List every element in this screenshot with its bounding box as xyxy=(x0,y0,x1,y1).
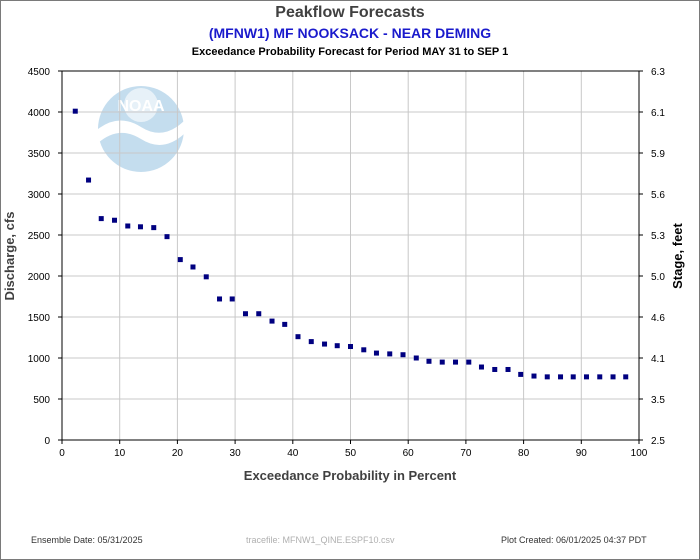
y2-tick-label: 6.3 xyxy=(651,67,665,78)
y2-axis-label: Stage, feet xyxy=(670,222,685,288)
x-tick-label: 60 xyxy=(403,448,415,459)
y-tick-label: 4500 xyxy=(28,67,51,78)
y2-tick-label: 3.5 xyxy=(651,395,665,406)
ensemble-date: Ensemble Date: 05/31/2025 xyxy=(31,535,143,545)
data-point xyxy=(544,374,550,380)
data-points xyxy=(72,108,629,380)
data-point xyxy=(98,216,104,222)
x-tick-label: 0 xyxy=(59,448,65,459)
data-point xyxy=(453,359,459,365)
grid-lines xyxy=(62,71,639,440)
chart-title: Peakflow Forecasts xyxy=(275,4,425,21)
chart-period-subtitle: Exceedance Probability Forecast for Peri… xyxy=(191,46,509,58)
y-tick-label: 500 xyxy=(33,395,50,406)
data-point xyxy=(282,321,288,327)
x-tick-label: 20 xyxy=(172,448,184,459)
data-point xyxy=(308,339,314,345)
data-point xyxy=(531,373,537,379)
y2-tick-label: 4.1 xyxy=(651,354,665,365)
data-point xyxy=(426,358,432,364)
data-point xyxy=(597,374,603,380)
data-point xyxy=(570,374,576,380)
data-point xyxy=(334,343,340,349)
data-point xyxy=(137,224,143,230)
data-point xyxy=(177,257,183,263)
data-point xyxy=(151,225,157,231)
y2-tick-label: 4.6 xyxy=(651,313,665,324)
data-point xyxy=(505,366,511,372)
data-point xyxy=(466,359,472,365)
y2-tick-label: 5.9 xyxy=(651,149,665,160)
x-tick-label: 30 xyxy=(230,448,242,459)
data-point xyxy=(269,318,275,324)
data-point xyxy=(256,311,262,317)
x-tick-label: 50 xyxy=(345,448,357,459)
y-tick-label: 3000 xyxy=(28,190,51,201)
data-point xyxy=(478,364,484,370)
y2-tick-label: 5.6 xyxy=(651,190,665,201)
y-tick-label: 1000 xyxy=(28,354,51,365)
data-point xyxy=(164,234,170,240)
x-tick-label: 90 xyxy=(576,448,588,459)
x-tick-label: 40 xyxy=(287,448,299,459)
data-point xyxy=(190,264,196,270)
data-point xyxy=(229,296,235,302)
y2-tick-label: 5.0 xyxy=(651,272,665,283)
y-tick-label: 2000 xyxy=(28,272,51,283)
data-point xyxy=(295,334,301,340)
data-point xyxy=(583,374,589,380)
data-point xyxy=(72,108,78,114)
peakflow-chart: NOAA 0 10 20 30 40 50 60 70 80 90 100 0 500 1000 1500… xyxy=(2,67,685,483)
y-tick-label: 3500 xyxy=(28,149,51,160)
x-axis-ticks: 0 10 20 30 40 50 60 70 80 90 100 xyxy=(59,440,648,459)
data-point xyxy=(322,341,328,347)
data-point xyxy=(125,223,131,229)
y-tick-label: 4000 xyxy=(28,108,51,119)
y-tick-label: 2500 xyxy=(28,231,51,242)
y-tick-label: 1500 xyxy=(28,313,51,324)
x-tick-label: 100 xyxy=(631,448,648,459)
y-tick-label: 0 xyxy=(44,436,50,447)
y-axis-ticks: 0 500 1000 1500 2000 2500 3000 3500 4000 4500 xyxy=(28,67,62,447)
x-tick-label: 80 xyxy=(518,448,530,459)
data-point xyxy=(518,371,524,377)
tracefile-label: tracefile: MFNW1_QINE.ESPF10.csv xyxy=(246,535,395,545)
x-tick-label: 70 xyxy=(460,448,472,459)
data-point xyxy=(86,177,92,183)
noaa-logo-watermark: NOAA xyxy=(98,86,184,172)
x-tick-label: 10 xyxy=(114,448,126,459)
data-point xyxy=(492,366,498,372)
data-point xyxy=(373,350,379,356)
plot-created: Plot Created: 06/01/2025 04:37 PDT xyxy=(501,535,647,545)
data-point xyxy=(439,359,445,365)
data-point xyxy=(112,217,118,223)
y2-axis-ticks: 2.5 3.5 4.1 4.6 5.0 5.3 5.6 5.9 6.1 6.3 xyxy=(639,67,665,447)
data-point xyxy=(361,347,367,353)
data-point xyxy=(387,351,393,357)
y2-tick-label: 6.1 xyxy=(651,108,665,119)
y-axis-label: Discharge, cfs xyxy=(2,212,17,301)
data-point xyxy=(610,374,616,380)
data-point xyxy=(400,352,406,358)
noaa-logo-text: NOAA xyxy=(117,98,165,115)
y2-tick-label: 2.5 xyxy=(651,436,665,447)
data-point xyxy=(623,374,629,380)
data-point xyxy=(348,344,353,350)
x-axis-label: Exceedance Probability in Percent xyxy=(244,468,457,483)
data-point xyxy=(203,274,209,280)
data-point xyxy=(217,296,223,302)
chart-subtitle: (MFNW1) MF NOOKSACK - NEAR DEMING xyxy=(208,25,492,41)
data-point xyxy=(242,311,248,317)
y2-tick-label: 5.3 xyxy=(651,231,665,242)
data-point xyxy=(558,374,564,380)
data-point xyxy=(413,355,419,361)
